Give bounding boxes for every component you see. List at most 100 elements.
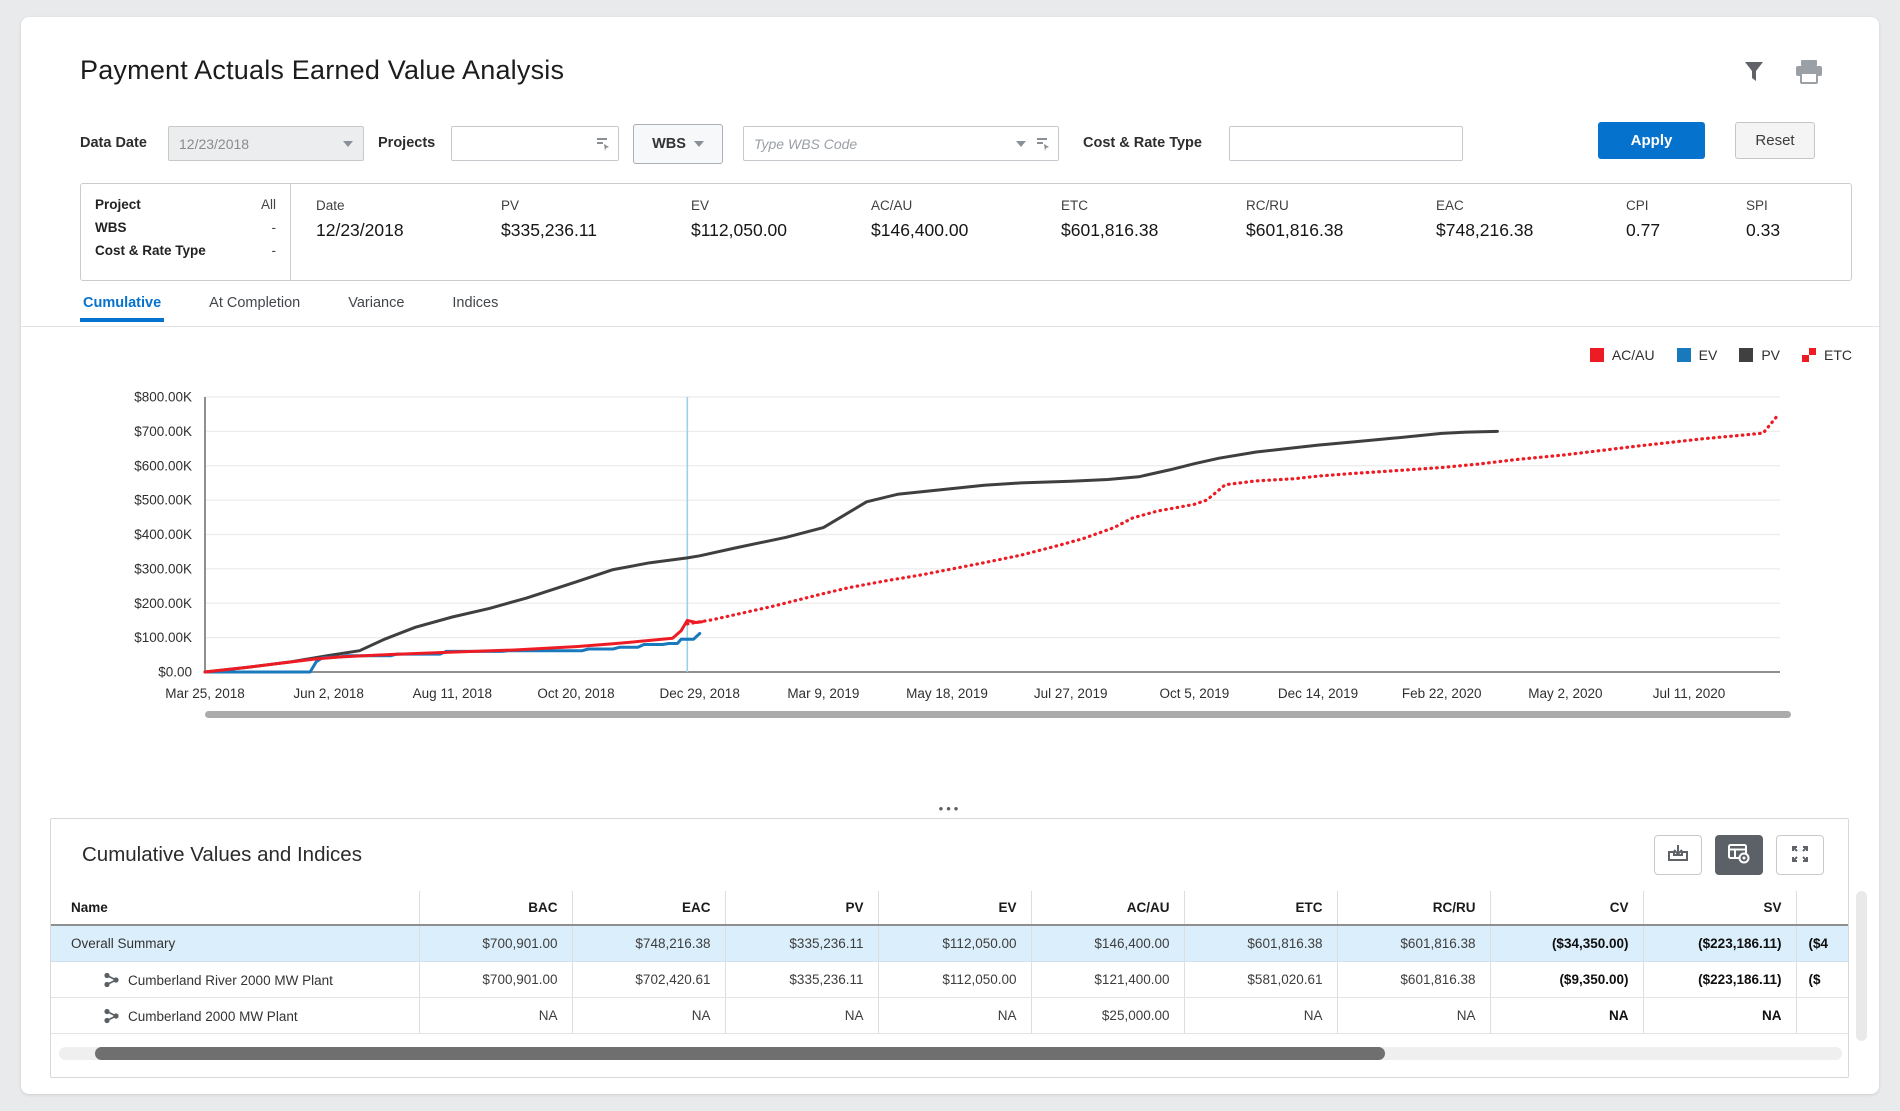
cost-rate-type-label: Cost & Rate Type (1083, 135, 1202, 151)
metric-value: $335,236.11 (501, 220, 598, 240)
table-horizontal-scrollbar-thumb[interactable] (95, 1047, 1385, 1060)
cost-rate-type-field-box (1229, 126, 1463, 161)
table-vertical-scrollbar[interactable] (1856, 891, 1867, 1041)
cost-rate-type-input[interactable] (1230, 127, 1462, 160)
column-header-eac[interactable]: EAC (571, 891, 725, 926)
table-row-cumberland-2000-mw-plant[interactable]: Cumberland 2000 MW Plant NA NA NA NA $25,000.… (51, 997, 1848, 1034)
metric-value: $112,050.00 (691, 220, 788, 240)
svg-text:Feb 22, 2020: Feb 22, 2020 (1402, 686, 1482, 701)
funnel-icon (1743, 60, 1765, 87)
legend-item-etc[interactable]: ETC (1802, 347, 1852, 363)
row-value-cell: $601,816.38 (1336, 961, 1490, 998)
row-value-cell: $121,400.00 (1030, 961, 1184, 998)
export-button[interactable] (1654, 835, 1702, 875)
reset-button[interactable]: Reset (1735, 122, 1815, 159)
row-name-cell: Cumberland River 2000 MW Plant (51, 961, 419, 998)
metric-label: EAC (1436, 198, 1464, 213)
wbs-icon (103, 1008, 128, 1024)
row-value-cell: NA (1183, 997, 1337, 1034)
legend-item-ev[interactable]: EV (1676, 347, 1718, 363)
scope-label: Cost & Rate Type (95, 243, 206, 258)
chevron-down-icon (693, 141, 704, 147)
summary-scope: Project All WBS - Cost & Rate Type - (81, 184, 291, 280)
panel-splitter-handle[interactable]: ••• (938, 801, 962, 816)
chevron-down-icon (343, 140, 353, 147)
apply-button[interactable]: Apply (1598, 122, 1705, 159)
svg-text:$800.00K: $800.00K (134, 390, 192, 405)
svg-text:Jun 2, 2018: Jun 2, 2018 (293, 686, 364, 701)
wbs-dropdown-button[interactable]: WBS (633, 124, 723, 164)
table-row-cumberland-river-2000-mw-plant[interactable]: Cumberland River 2000 MW Plant $700,901.0… (51, 961, 1848, 998)
picker-icon[interactable] (1036, 136, 1051, 156)
chart-horizontal-scrollbar[interactable] (205, 711, 1791, 718)
dot (1802, 355, 1809, 362)
svg-text:Mar 25, 2018: Mar 25, 2018 (165, 686, 245, 701)
chevron-down-icon[interactable] (1016, 141, 1026, 147)
row-value-cell: ($4 (1795, 925, 1848, 962)
svg-text:$100.00K: $100.00K (134, 630, 192, 645)
scope-value: - (271, 220, 277, 235)
summary-scope-project: Project All (95, 197, 276, 212)
row-value-cell: ($ (1795, 961, 1848, 998)
table-settings-button[interactable] (1715, 835, 1763, 875)
legend-label: EV (1698, 347, 1718, 363)
data-date-value: 12/23/2018 (179, 135, 250, 152)
projects-input[interactable] (452, 127, 618, 160)
summary-scope-wbs: WBS - (95, 220, 276, 235)
legend-label: ETC (1824, 347, 1852, 363)
metric-label: CPI (1626, 198, 1649, 213)
svg-text:Oct 20, 2018: Oct 20, 2018 (537, 686, 614, 701)
svg-text:Jul 11, 2020: Jul 11, 2020 (1653, 686, 1726, 701)
projects-label: Projects (378, 135, 436, 151)
metric-value: $748,216.38 (1436, 220, 1534, 240)
chart-legend: AC/AU EV PV ETC (1589, 347, 1852, 363)
table-header-row: Name BAC EAC PV EV AC/AU ETC RC/RU CV SV (51, 891, 1848, 926)
column-header-ev[interactable]: EV (877, 891, 1031, 926)
svg-text:$400.00K: $400.00K (134, 527, 192, 542)
legend-item-pv[interactable]: PV (1739, 347, 1780, 363)
row-value-cell: NA (1336, 997, 1490, 1034)
legend-dotted-icon (1802, 348, 1816, 362)
svg-text:$300.00K: $300.00K (134, 561, 192, 576)
legend-item-ac-au[interactable]: AC/AU (1589, 347, 1655, 363)
table-row-overall-summary[interactable]: Overall Summary $700,901.00 $748,216.38 $33… (51, 925, 1848, 962)
column-header-overflow[interactable] (1795, 891, 1848, 926)
tab-bar: Cumulative At Completion Variance Indices (80, 295, 501, 322)
page-title: Payment Actuals Earned Value Analysis (80, 55, 565, 85)
column-header-cv[interactable]: CV (1489, 891, 1643, 926)
svg-text:May 18, 2019: May 18, 2019 (906, 686, 988, 701)
row-value-cell: ($9,350.00) (1489, 961, 1643, 998)
ev-chart: $0.00 $100.00K $200.00K $300.00K $400.00K $50… (134, 390, 1780, 701)
picker-icon[interactable] (596, 136, 611, 156)
row-value-cell: $335,236.11 (724, 961, 878, 998)
metric-value: $146,400.00 (871, 220, 969, 240)
column-header-name[interactable]: Name (51, 891, 419, 926)
column-header-rc-ru[interactable]: RC/RU (1336, 891, 1490, 926)
column-header-bac[interactable]: BAC (418, 891, 572, 926)
row-value-cell: $700,901.00 (418, 925, 572, 962)
tab-cumulative[interactable]: Cumulative (80, 295, 165, 322)
cumulative-values-panel: Cumulative Values and Indices Name BAC EAC… (50, 818, 1849, 1078)
scope-label: WBS (95, 220, 127, 235)
print-button[interactable] (1795, 59, 1823, 88)
row-value-cell: ($34,350.00) (1489, 925, 1643, 962)
metric-value: $601,816.38 (1061, 220, 1159, 240)
table-horizontal-scrollbar-track[interactable] (59, 1047, 1842, 1060)
expand-button[interactable] (1776, 835, 1824, 875)
column-header-etc[interactable]: ETC (1183, 891, 1337, 926)
column-header-sv[interactable]: SV (1642, 891, 1796, 926)
wbs-code-input[interactable] (744, 127, 1058, 160)
tab-variance[interactable]: Variance (348, 295, 405, 311)
column-header-pv[interactable]: PV (724, 891, 878, 926)
data-date-select[interactable]: 12/23/2018 (168, 126, 364, 161)
tab-at-completion[interactable]: At Completion (209, 295, 301, 311)
download-icon (1667, 844, 1689, 867)
column-header-ac-au[interactable]: AC/AU (1030, 891, 1184, 926)
legend-label: AC/AU (1611, 347, 1655, 363)
summary-strip: Project All WBS - Cost & Rate Type - Dat… (80, 183, 1852, 281)
tab-indices[interactable]: Indices (452, 295, 499, 311)
row-value-cell: $748,216.38 (571, 925, 725, 962)
svg-text:Oct 5, 2019: Oct 5, 2019 (1159, 686, 1229, 701)
filter-button[interactable] (1743, 60, 1765, 87)
metric-value: 0.33 (1746, 220, 1781, 240)
